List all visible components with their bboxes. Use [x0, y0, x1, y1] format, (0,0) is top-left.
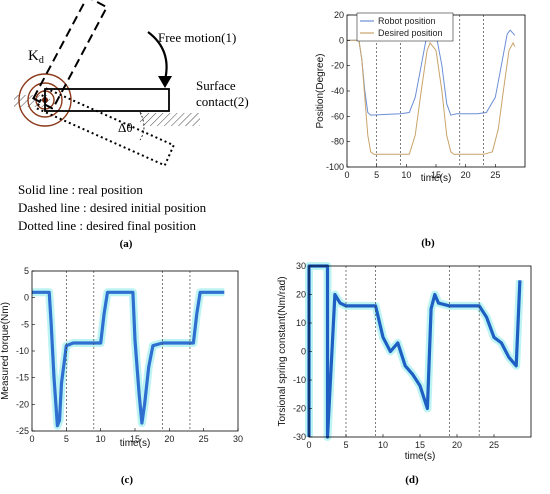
surface-contact-label-1: Surface	[196, 78, 236, 93]
delta-theta-label: Δθ	[118, 120, 133, 135]
x-tick-label-1: 5	[64, 434, 69, 444]
x-tick-label-0: 0	[29, 434, 34, 444]
y-tick-label-0: 30	[296, 261, 306, 271]
legend-dashed: Dashed line : desired initial position	[18, 200, 207, 215]
free-motion-label: Free motion(1)	[158, 30, 236, 45]
x-tick-label-4: 20	[164, 434, 174, 444]
plot-frame	[308, 265, 532, 438]
y-tick-label-6: -30	[293, 432, 306, 442]
y-tick-label-2: 10	[296, 318, 306, 328]
x-tick-label-1: 5	[374, 170, 379, 180]
y-tick-label-6: -100	[326, 162, 344, 172]
x-tick-label-5: 25	[199, 434, 209, 444]
y-axis-label: Position(Degree)	[315, 53, 326, 128]
y-tick-label-0: 5	[24, 266, 29, 276]
x-tick-label-4: 20	[461, 170, 471, 180]
legend-solid: Solid line : real position	[18, 182, 143, 197]
series-line-0	[307, 264, 522, 439]
surface-hatch	[140, 113, 200, 126]
surface-contact-label-2: contact(2)	[196, 94, 249, 109]
x-tick-label-0: 0	[344, 170, 349, 180]
y-tick-label-3: -40	[331, 86, 344, 96]
y-tick-label-0: 20	[334, 10, 344, 20]
caption-(d): (d)	[405, 474, 419, 486]
y-tick-label-6: -25	[16, 426, 29, 436]
series-halo-0	[305, 262, 524, 441]
motion-arrow	[147, 31, 168, 81]
y-tick-label-4: -15	[16, 373, 29, 383]
x-tick-label-6: 30	[233, 434, 243, 444]
y-tick-label-3: 0	[301, 347, 306, 357]
legend-label-0: Robot position	[378, 16, 436, 26]
x-tick-label-1: 5	[343, 440, 348, 450]
x-axis-label: time(s)	[405, 451, 436, 462]
chart-panel-1: 0 5 10 15 20 25 30 5 0 -5 -10 -15 -20 -25 time(s) Measu…	[0, 266, 243, 486]
x-axis-label: time(s)	[120, 438, 151, 449]
charts-group: 0 5 10 15 20 25200-20-40-60-80-100time(s)Posi…	[0, 10, 532, 486]
y-tick-label-5: -20	[293, 404, 306, 414]
dotted-arm	[35, 87, 176, 167]
legend-dotted: Dotted line : desired final position	[18, 218, 196, 233]
series-line-1	[347, 39, 516, 155]
x-tick-label-3: 15	[415, 440, 425, 450]
x-tick-label-0: 0	[306, 440, 311, 450]
y-tick-label-4: -60	[331, 111, 344, 121]
chart-panel-0: 0 5 10 15 20 25 20 0 -20 -40 -60 -80 -100 time(s) Posi…	[315, 10, 526, 249]
y-tick-label-2: -5	[21, 319, 29, 329]
series-line-0	[32, 290, 225, 428]
y-tick-label-5: -80	[331, 137, 344, 147]
y-tick-label-1: 0	[339, 35, 344, 45]
x-tick-label-3: 15	[130, 434, 140, 444]
x-tick-label-4: 20	[452, 440, 462, 450]
y-axis-label: Torsional spring constant(Nm/rad)	[277, 276, 288, 426]
x-tick-label-3: 15	[431, 170, 441, 180]
y-tick-label-1: 0	[24, 293, 29, 303]
solid-arm	[44, 88, 170, 112]
x-tick-label-5: 25	[490, 170, 500, 180]
series-line-0	[347, 29, 516, 116]
legend-box	[356, 12, 454, 42]
caption-(c): (c)	[121, 474, 134, 486]
x-tick-label-5: 25	[489, 440, 499, 450]
y-tick-label-5: -20	[16, 399, 29, 409]
x-tick-label-2: 10	[96, 434, 106, 444]
x-axis-label: time(s)	[421, 173, 452, 184]
kd-label: Kd	[28, 48, 44, 66]
y-tick-label-4: -10	[293, 375, 306, 385]
y-tick-label-3: -10	[16, 346, 29, 356]
x-tick-label-2: 10	[378, 440, 388, 450]
chart-panel-2: 0 5 10 15 20 25 30 20 10 0 -10 -20 -30 time(s) Torsion…	[277, 261, 532, 486]
y-tick-label-1: 20	[296, 290, 306, 300]
wall-hatch-left	[14, 95, 50, 107]
y-axis-label: Measured torque(Nm)	[0, 302, 11, 400]
diagram-panel: Kd Free motion(1) Surface contact(2) Δθ …	[14, 0, 249, 250]
legend-label-1: Desired position	[378, 28, 443, 38]
caption-a: (a)	[120, 238, 133, 250]
x-tick-label-2: 10	[401, 170, 411, 180]
y-tick-label-2: -20	[331, 61, 344, 71]
caption-(b): (b)	[421, 237, 435, 249]
arrow-head-icon	[158, 76, 172, 88]
